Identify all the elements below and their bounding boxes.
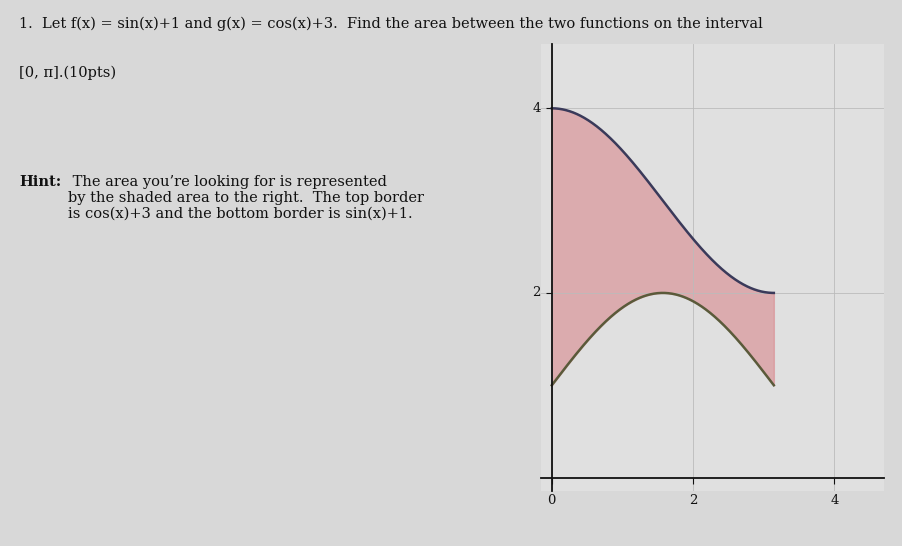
Text: 4: 4	[532, 102, 540, 115]
Text: Hint:: Hint:	[19, 175, 61, 189]
Text: [0, π].(10pts): [0, π].(10pts)	[19, 66, 116, 80]
Text: 2: 2	[689, 494, 697, 507]
Text: 4: 4	[831, 494, 839, 507]
Text: 0: 0	[548, 494, 556, 507]
Text: 2: 2	[532, 287, 540, 299]
Text: The area you’re looking for is represented
by the shaded area to the right.  The: The area you’re looking for is represent…	[69, 175, 424, 221]
Text: 1.  Let f(x) = sin(x)+1 and g(x) = cos(x)+3.  Find the area between the two func: 1. Let f(x) = sin(x)+1 and g(x) = cos(x)…	[19, 16, 763, 31]
